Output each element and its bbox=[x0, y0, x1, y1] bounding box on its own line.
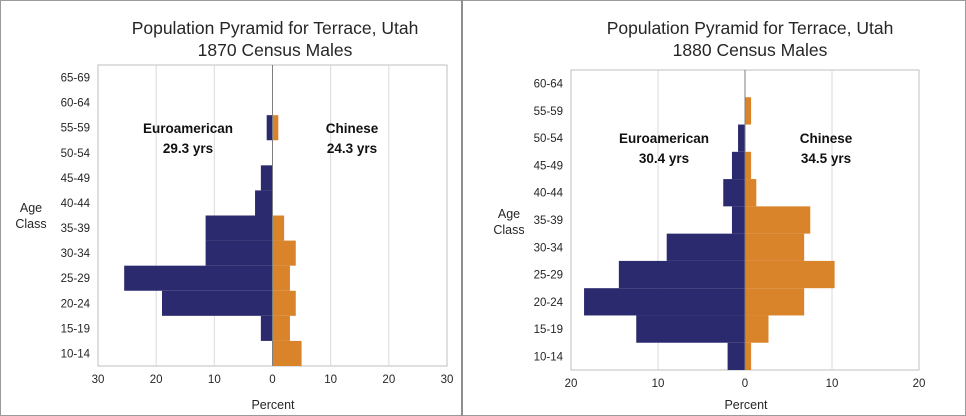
bar-euroamerican-25-29 bbox=[124, 265, 273, 291]
x-tick-label: 30 bbox=[441, 374, 454, 386]
x-tick-label: 0 bbox=[742, 378, 748, 390]
x-tick-label: 10 bbox=[324, 374, 337, 386]
bar-euroamerican-50-54 bbox=[738, 124, 745, 152]
chinese-median-age: 34.5 yrs bbox=[801, 151, 851, 166]
y-tick-label: 10-14 bbox=[534, 351, 564, 363]
y-tick-label: 35-39 bbox=[61, 223, 90, 235]
x-tick-label: 20 bbox=[150, 374, 163, 386]
panel-divider bbox=[461, 0, 463, 416]
population-pyramid-1870: Population Pyramid for Terrace, Utah 187… bbox=[15, 18, 454, 412]
x-tick-label: 20 bbox=[913, 378, 926, 390]
bar-chinese-20-24 bbox=[272, 290, 296, 316]
y-tick-label: 45-49 bbox=[61, 173, 90, 185]
x-tick-label: 10 bbox=[826, 378, 839, 390]
y-axis-label-line-1: Age bbox=[20, 201, 42, 215]
x-tick-label: 20 bbox=[382, 374, 395, 386]
chart-title-line-2: 1880 Census Males bbox=[673, 40, 828, 60]
chinese-label: Chinese bbox=[800, 131, 853, 146]
bar-chinese-15-19 bbox=[745, 315, 769, 343]
bar-chinese-55-59 bbox=[272, 115, 279, 141]
y-tick-label: 40-44 bbox=[61, 198, 91, 210]
bar-chinese-45-49 bbox=[745, 151, 752, 180]
bar-chinese-35-39 bbox=[272, 215, 285, 241]
x-tick-label: 30 bbox=[92, 374, 105, 386]
y-tick-label: 30-34 bbox=[534, 242, 564, 254]
y-tick-label: 20-24 bbox=[61, 298, 91, 310]
y-tick-label: 10-14 bbox=[61, 348, 91, 360]
bar-euroamerican-20-24 bbox=[584, 288, 745, 316]
x-tick-label: 10 bbox=[652, 378, 665, 390]
bar-chinese-25-29 bbox=[272, 265, 290, 291]
x-tick-label: 10 bbox=[208, 374, 221, 386]
y-tick-label: 25-29 bbox=[534, 270, 563, 282]
y-tick-label: 20-24 bbox=[534, 297, 564, 309]
euroamerican-median-age: 30.4 yrs bbox=[639, 151, 689, 166]
y-tick-label: 55-59 bbox=[534, 106, 563, 118]
bar-chinese-40-44 bbox=[745, 179, 757, 207]
bar-euroamerican-45-49 bbox=[260, 165, 273, 191]
chart-title-line-1: Population Pyramid for Terrace, Utah bbox=[607, 18, 894, 38]
euroamerican-label: Euroamerican bbox=[619, 131, 709, 146]
bar-euroamerican-40-44 bbox=[723, 179, 745, 207]
y-tick-label: 40-44 bbox=[534, 188, 564, 200]
y-tick-label: 15-19 bbox=[534, 324, 563, 336]
bar-euroamerican-10-14 bbox=[727, 342, 745, 370]
euroamerican-label: Euroamerican bbox=[143, 121, 233, 136]
y-axis-label-line-2: Class bbox=[15, 217, 46, 231]
y-tick-label: 50-54 bbox=[534, 133, 564, 145]
y-axis-label-line-2: Class bbox=[493, 223, 524, 237]
chart-title-line-2: 1870 Census Males bbox=[198, 40, 353, 60]
bar-euroamerican-25-29 bbox=[618, 260, 745, 289]
bar-euroamerican-15-19 bbox=[636, 315, 745, 343]
bar-euroamerican-35-39 bbox=[205, 215, 273, 241]
bar-euroamerican-45-49 bbox=[731, 151, 745, 180]
population-pyramid-1880: Population Pyramid for Terrace, Utah 188… bbox=[493, 18, 926, 412]
y-tick-label: 55-59 bbox=[61, 123, 90, 135]
bar-chinese-25-29 bbox=[745, 260, 835, 289]
bar-chinese-35-39 bbox=[745, 206, 811, 234]
bar-chinese-10-14 bbox=[272, 340, 302, 366]
y-tick-label: 35-39 bbox=[534, 215, 563, 227]
bar-chinese-15-19 bbox=[272, 315, 290, 341]
x-tick-label: 20 bbox=[565, 378, 578, 390]
bar-chinese-30-34 bbox=[272, 240, 296, 266]
bar-euroamerican-30-34 bbox=[666, 233, 745, 261]
y-tick-label: 50-54 bbox=[61, 148, 91, 160]
bar-chinese-10-14 bbox=[745, 342, 752, 370]
bar-chinese-30-34 bbox=[745, 233, 805, 261]
bar-euroamerican-35-39 bbox=[731, 206, 745, 234]
bar-euroamerican-30-34 bbox=[205, 240, 273, 266]
y-tick-label: 30-34 bbox=[61, 248, 91, 260]
x-axis-label: Percent bbox=[724, 398, 768, 412]
bar-euroamerican-40-44 bbox=[255, 190, 273, 216]
x-axis-label: Percent bbox=[251, 398, 295, 412]
bar-euroamerican-20-24 bbox=[161, 290, 273, 316]
bar-chinese-20-24 bbox=[745, 288, 805, 316]
chinese-median-age: 24.3 yrs bbox=[327, 141, 377, 156]
y-tick-label: 25-29 bbox=[61, 273, 90, 285]
y-tick-label: 15-19 bbox=[61, 323, 90, 335]
bar-euroamerican-15-19 bbox=[260, 315, 273, 341]
y-tick-label: 60-64 bbox=[61, 98, 91, 110]
chart-title-line-1: Population Pyramid for Terrace, Utah bbox=[132, 18, 419, 38]
y-tick-label: 45-49 bbox=[534, 160, 563, 172]
bar-euroamerican-55-59 bbox=[266, 115, 273, 141]
chinese-label: Chinese bbox=[326, 121, 379, 136]
bar-chinese-55-59 bbox=[745, 97, 752, 125]
euroamerican-median-age: 29.3 yrs bbox=[163, 141, 213, 156]
y-tick-label: 65-69 bbox=[61, 73, 90, 85]
y-axis-label-line-1: Age bbox=[498, 207, 520, 221]
x-tick-label: 0 bbox=[269, 374, 275, 386]
y-tick-label: 60-64 bbox=[534, 79, 564, 91]
